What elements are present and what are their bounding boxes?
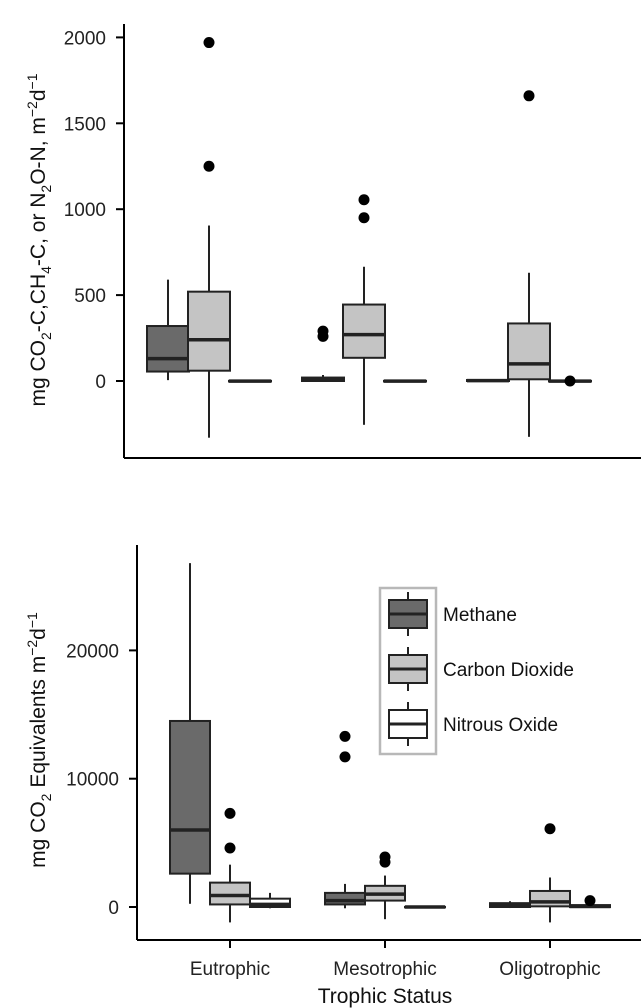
top-y-tick-label: 2000 bbox=[64, 28, 106, 49]
x-tick-label: Eutrophic bbox=[190, 959, 270, 980]
top-ylabel-part4: O-N, m bbox=[27, 117, 50, 185]
top-ylabel-sub-3: 2 bbox=[38, 185, 54, 193]
bottom-ylabel-sup-2: −1 bbox=[24, 612, 40, 628]
box-methane-mesotrophic bbox=[301, 325, 345, 382]
box-methane-oligotrophic bbox=[466, 378, 510, 383]
outlier-point bbox=[203, 37, 215, 49]
x-tick-label: Oligotrophic bbox=[499, 959, 600, 980]
bottom-y-ticks: 0 10000 20000 bbox=[66, 641, 137, 919]
bottom-panel: 0 10000 20000 Eutrophic Mesotrophic Oligotro… bbox=[24, 545, 641, 1008]
top-boxplots bbox=[146, 37, 592, 438]
outlier-point bbox=[358, 212, 370, 224]
top-ylabel-sup-2: −1 bbox=[24, 73, 40, 89]
bottom-ylabel-part3: d bbox=[27, 628, 50, 640]
box-nitrous-oxide-eutrophic bbox=[228, 379, 272, 383]
box-methane-eutrophic bbox=[146, 279, 190, 381]
x-tick-label: Mesotrophic bbox=[333, 959, 437, 980]
box-methane-mesotrophic bbox=[324, 730, 366, 909]
box-methane-oligotrophic bbox=[489, 901, 531, 909]
legend-entry-methane: Methane bbox=[388, 592, 517, 636]
top-y-tick-label: 1000 bbox=[64, 200, 106, 221]
outlier-point bbox=[358, 194, 370, 206]
box-carbon-dioxide-oligotrophic bbox=[529, 823, 571, 923]
top-ylabel-part2: -C,CH bbox=[27, 274, 50, 332]
legend-entry-nitrous-oxide: Nitrous Oxide bbox=[388, 702, 558, 746]
box-carbon-dioxide-mesotrophic bbox=[364, 851, 406, 920]
outlier-point bbox=[339, 751, 351, 763]
box-carbon-dioxide-eutrophic bbox=[209, 807, 251, 923]
outlier-point bbox=[339, 730, 351, 742]
top-y-tick-label: 0 bbox=[95, 372, 106, 393]
top-ylabel-part3: -C, or N bbox=[27, 193, 50, 267]
bottom-ylabel-part1: mg CO bbox=[27, 801, 50, 868]
top-ylabel-sup-1: −2 bbox=[24, 101, 40, 117]
top-y-tick-label: 1500 bbox=[64, 114, 106, 135]
box-methane-eutrophic bbox=[169, 563, 211, 904]
box-body bbox=[187, 290, 231, 372]
outlier-point bbox=[224, 842, 236, 854]
legend-entry-carbon-dioxide: Carbon Dioxide bbox=[388, 647, 574, 691]
outlier-point bbox=[544, 823, 556, 835]
bottom-y-axis-title: mg CO2 Equivalents m−2d−1 bbox=[24, 612, 54, 868]
box-body bbox=[529, 889, 571, 908]
box-nitrous-oxide-eutrophic bbox=[249, 892, 291, 909]
outlier-point bbox=[317, 325, 329, 337]
outlier-point bbox=[584, 895, 596, 907]
box-body bbox=[324, 891, 366, 906]
bottom-ylabel-sub-1: 2 bbox=[38, 793, 54, 801]
outlier-point bbox=[379, 851, 391, 863]
bottom-boxplots bbox=[169, 563, 611, 923]
top-y-ticks: 0 500 1000 1500 2000 bbox=[64, 28, 124, 393]
box-nitrous-oxide-oligotrophic bbox=[569, 895, 611, 909]
top-ylabel-sub-2: 4 bbox=[38, 266, 54, 274]
box-carbon-dioxide-eutrophic bbox=[187, 37, 231, 438]
x-axis-title: Trophic Status bbox=[318, 985, 453, 1008]
legend-label: Nitrous Oxide bbox=[443, 715, 558, 736]
box-carbon-dioxide-oligotrophic bbox=[507, 90, 551, 437]
box-nitrous-oxide-mesotrophic bbox=[383, 379, 427, 383]
bottom-y-tick-label: 0 bbox=[108, 898, 119, 919]
outlier-point bbox=[564, 375, 576, 387]
box-body bbox=[169, 719, 211, 875]
box-body bbox=[146, 325, 190, 373]
outlier-point bbox=[224, 807, 236, 819]
bottom-ylabel-sup-1: −2 bbox=[24, 640, 40, 656]
box-body bbox=[342, 303, 386, 359]
bottom-y-tick-label: 20000 bbox=[66, 641, 119, 662]
outlier-point bbox=[203, 160, 215, 172]
top-y-axis-title: mg CO2-C,CH4-C, or N2O-N, m−2d−1 bbox=[24, 73, 54, 406]
top-y-tick-label: 500 bbox=[74, 286, 106, 307]
top-ylabel-part1: mg CO bbox=[27, 340, 50, 407]
top-ylabel-part5: d bbox=[27, 89, 50, 101]
bottom-ylabel-part2: Equivalents m bbox=[27, 656, 50, 794]
box-body bbox=[507, 322, 551, 381]
box-nitrous-oxide-oligotrophic bbox=[548, 375, 592, 387]
outlier-point bbox=[523, 90, 535, 102]
legend-label: Carbon Dioxide bbox=[443, 660, 574, 681]
box-carbon-dioxide-mesotrophic bbox=[342, 194, 386, 425]
legend-label: Methane bbox=[443, 605, 517, 626]
bottom-y-tick-label: 10000 bbox=[66, 770, 119, 791]
bottom-x-ticks: Eutrophic Mesotrophic Oligotrophic bbox=[190, 940, 601, 980]
legend: Methane Carbon Dioxide Nitrous Oxide bbox=[378, 586, 574, 756]
box-nitrous-oxide-mesotrophic bbox=[404, 905, 446, 909]
box-body bbox=[209, 881, 251, 906]
top-ylabel-sub-1: 2 bbox=[38, 332, 54, 340]
